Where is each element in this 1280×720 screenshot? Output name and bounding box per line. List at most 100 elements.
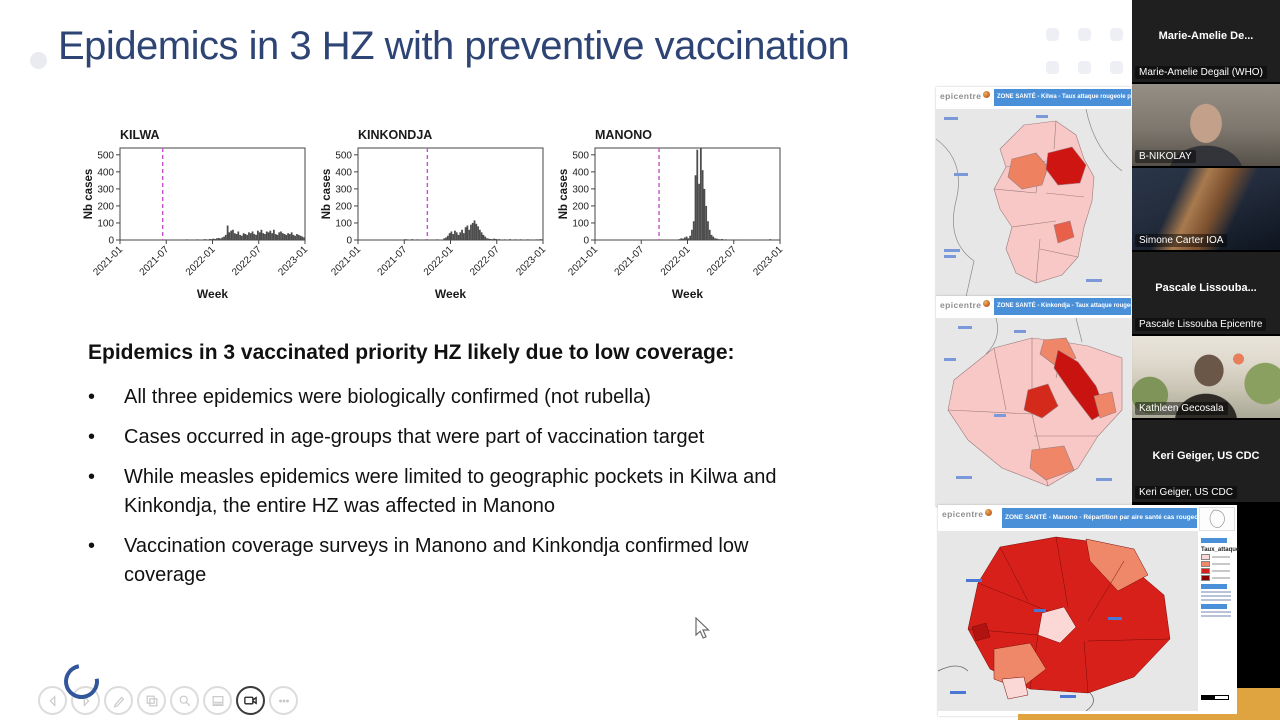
participant-name: Pascale Lissouba... bbox=[1155, 281, 1257, 294]
slide-body-text: Epidemics in 3 vaccinated priority HZ li… bbox=[88, 341, 918, 601]
next-slide-button[interactable] bbox=[71, 686, 100, 715]
svg-text:2023-01: 2023-01 bbox=[751, 244, 785, 278]
svg-text:2021-07: 2021-07 bbox=[138, 244, 172, 278]
svg-text:400: 400 bbox=[335, 167, 352, 178]
decorative-dot bbox=[1110, 61, 1123, 74]
map-title-bar: ZONE SANTÉ - Kilwa - Taux attaque rougeo… bbox=[994, 89, 1131, 106]
svg-text:500: 500 bbox=[97, 150, 114, 161]
chart-kilwa: KILWA 0 100 200 300 400 500 Nb cases 2021-01 2021… bbox=[82, 126, 317, 308]
ellipsis-icon bbox=[278, 699, 289, 702]
epicentre-logo: epicentre bbox=[942, 509, 993, 519]
pen-button[interactable] bbox=[104, 686, 133, 715]
svg-text:100: 100 bbox=[97, 218, 114, 229]
svg-text:2022-07: 2022-07 bbox=[468, 244, 502, 278]
svg-text:2023-01: 2023-01 bbox=[514, 244, 548, 278]
legend-section-chip bbox=[1201, 584, 1227, 589]
bullet-item: • Cases occurred in age-groups that were… bbox=[88, 423, 918, 452]
svg-text:2021-01: 2021-01 bbox=[91, 244, 125, 278]
map-legend-panel: Taux_attaque bbox=[1198, 531, 1239, 708]
map-header: epicentre ZONE SANTÉ - Manono - Répartit… bbox=[938, 505, 1237, 531]
map-title-bar: ZONE SANTÉ - Manono - Répartition par ai… bbox=[1002, 508, 1197, 528]
body-heading: Epidemics in 3 vaccinated priority HZ li… bbox=[88, 341, 735, 364]
participant-tile[interactable]: Pascale Lissouba... Pascale Lissouba Epi… bbox=[1132, 252, 1280, 334]
svg-text:2022-01: 2022-01 bbox=[184, 244, 218, 278]
svg-text:2021-01: 2021-01 bbox=[329, 244, 363, 278]
legend-header-chip bbox=[1201, 538, 1227, 543]
participant-label: Kathleen Gecosala bbox=[1135, 402, 1228, 415]
svg-text:300: 300 bbox=[572, 184, 589, 195]
svg-text:200: 200 bbox=[335, 201, 352, 212]
participant-tile[interactable]: Marie-Amelie De... Marie-Amelie Degail (… bbox=[1132, 0, 1280, 82]
svg-text:400: 400 bbox=[572, 167, 589, 178]
participant-tile-photo[interactable]: Kathleen Gecosala bbox=[1132, 336, 1280, 418]
bullet-item: • Vaccination coverage surveys in Manono… bbox=[88, 532, 918, 590]
svg-text:KINKONDJA: KINKONDJA bbox=[358, 128, 432, 142]
pen-icon bbox=[113, 696, 124, 707]
more-options-button[interactable] bbox=[269, 686, 298, 715]
map-kinkondja-graphic bbox=[936, 317, 1131, 507]
svg-text:2022-01: 2022-01 bbox=[422, 244, 456, 278]
svg-text:400: 400 bbox=[97, 167, 114, 178]
participant-label: Keri Geiger, US CDC bbox=[1135, 486, 1237, 499]
zoom-button[interactable] bbox=[170, 686, 199, 715]
map-header: epicentre ZONE SANTÉ - Kinkondja - Taux … bbox=[936, 296, 1131, 318]
svg-text:300: 300 bbox=[97, 184, 114, 195]
participant-tile-photo[interactable]: Simone Carter IOA bbox=[1132, 168, 1280, 250]
decorative-dot bbox=[1046, 28, 1059, 41]
bullet-item: • While measles epidemics were limited t… bbox=[88, 463, 918, 521]
svg-text:Nb cases: Nb cases bbox=[558, 169, 570, 220]
svg-text:KILWA: KILWA bbox=[120, 128, 160, 142]
participant-name: Marie-Amelie De... bbox=[1158, 29, 1254, 42]
participant-tile[interactable]: Keri Geiger, US CDC Keri Geiger, US CDC bbox=[1132, 420, 1280, 502]
decorative-dot bbox=[1078, 28, 1091, 41]
svg-text:Nb cases: Nb cases bbox=[321, 169, 333, 220]
bullet-text: Vaccination coverage surveys in Manono a… bbox=[124, 535, 749, 586]
svg-text:2022-01: 2022-01 bbox=[659, 244, 693, 278]
camera-icon bbox=[244, 696, 257, 705]
globe-icon bbox=[983, 300, 991, 307]
svg-text:Week: Week bbox=[435, 287, 466, 301]
svg-text:Week: Week bbox=[672, 287, 703, 301]
map-header: epicentre ZONE SANTÉ - Kilwa - Taux atta… bbox=[936, 87, 1131, 109]
svg-text:0: 0 bbox=[583, 236, 589, 247]
svg-text:100: 100 bbox=[335, 218, 352, 229]
slides-icon bbox=[146, 695, 157, 706]
participant-label: Simone Carter IOA bbox=[1135, 234, 1228, 247]
camera-button[interactable] bbox=[236, 686, 265, 715]
bullet-marker: • bbox=[88, 535, 96, 557]
svg-text:MANONO: MANONO bbox=[595, 128, 652, 142]
africa-inset-map bbox=[1199, 507, 1235, 531]
map-kinkondja: epicentre ZONE SANTÉ - Kinkondja - Taux … bbox=[936, 296, 1131, 507]
notes-button[interactable] bbox=[203, 686, 232, 715]
participant-tile-video[interactable]: B-NIKOLAY bbox=[1132, 84, 1280, 166]
epicentre-logo: epicentre bbox=[940, 300, 991, 310]
legend-row bbox=[1201, 568, 1237, 574]
map-scale-bar bbox=[1201, 695, 1229, 700]
legend-row bbox=[1201, 554, 1237, 560]
svg-text:0: 0 bbox=[108, 236, 114, 247]
legend-section-chip bbox=[1201, 604, 1227, 609]
svg-text:2021-07: 2021-07 bbox=[613, 244, 647, 278]
orange-window-corner bbox=[1237, 688, 1280, 720]
bullet-marker: • bbox=[88, 386, 96, 408]
svg-text:2022-07: 2022-07 bbox=[230, 244, 264, 278]
globe-icon bbox=[985, 509, 993, 516]
slide-title: Epidemics in 3 HZ with preventive vaccin… bbox=[58, 24, 850, 68]
svg-text:Week: Week bbox=[197, 287, 228, 301]
participant-label: Marie-Amelie Degail (WHO) bbox=[1135, 66, 1267, 79]
slide-sorter-button[interactable] bbox=[137, 686, 166, 715]
svg-text:500: 500 bbox=[572, 150, 589, 161]
svg-text:0: 0 bbox=[346, 236, 352, 247]
svg-text:200: 200 bbox=[97, 201, 114, 212]
svg-text:2023-01: 2023-01 bbox=[276, 244, 310, 278]
orange-window-edge bbox=[1018, 714, 1237, 720]
participant-label: B-NIKOLAY bbox=[1135, 150, 1196, 163]
participant-label: Pascale Lissouba Epicentre bbox=[1135, 318, 1267, 331]
legend-row bbox=[1201, 561, 1237, 567]
previous-slide-button[interactable] bbox=[38, 686, 67, 715]
decorative-dot bbox=[1046, 61, 1059, 74]
bullet-marker: • bbox=[88, 426, 96, 448]
bullet-item: • All three epidemics were biologically … bbox=[88, 383, 918, 412]
mouse-cursor bbox=[695, 617, 710, 639]
map-manono: epicentre ZONE SANTÉ - Manono - Répartit… bbox=[938, 505, 1239, 716]
